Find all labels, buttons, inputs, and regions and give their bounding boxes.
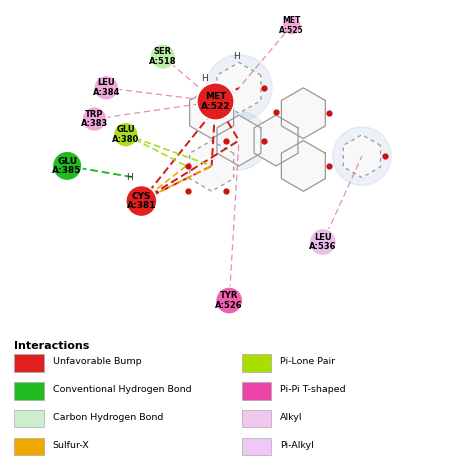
Text: CYS
A:381: CYS A:381 [127,191,156,210]
Circle shape [82,107,107,132]
Text: H: H [233,52,239,61]
Text: LEU
A:536: LEU A:536 [309,233,337,251]
Polygon shape [282,88,325,138]
FancyBboxPatch shape [14,410,44,428]
FancyBboxPatch shape [14,355,44,372]
Circle shape [150,44,176,70]
Text: H: H [126,173,133,182]
FancyBboxPatch shape [242,355,271,372]
FancyBboxPatch shape [242,438,271,456]
Circle shape [333,127,391,185]
Text: LEU
A:384: LEU A:384 [92,79,120,97]
Text: Pi-Pi T-shaped: Pi-Pi T-shaped [280,385,346,394]
Circle shape [282,16,301,35]
Polygon shape [217,63,261,113]
Circle shape [210,111,268,170]
Circle shape [206,55,272,121]
Text: H: H [201,73,209,82]
FancyBboxPatch shape [14,383,44,400]
Circle shape [113,122,138,147]
Text: Unfavorable Bump: Unfavorable Bump [53,357,141,366]
Circle shape [126,185,157,217]
Text: MET
A:522: MET A:522 [201,92,230,111]
Circle shape [94,75,118,100]
Text: GLU
A:380: GLU A:380 [112,125,139,144]
Polygon shape [217,115,261,166]
Text: GLU
A:385: GLU A:385 [53,156,82,175]
Polygon shape [190,140,234,191]
Text: SER
A:518: SER A:518 [149,47,177,66]
Polygon shape [190,88,234,138]
FancyBboxPatch shape [242,383,271,400]
Text: Pi-Lone Pair: Pi-Lone Pair [280,357,335,366]
Text: Interactions: Interactions [14,340,90,350]
Circle shape [216,287,243,314]
Polygon shape [343,135,381,178]
Text: Alkyl: Alkyl [280,413,303,422]
Polygon shape [254,115,298,166]
Circle shape [52,151,82,181]
Text: Conventional Hydrogen Bond: Conventional Hydrogen Bond [53,385,191,394]
Text: TYR
A:526: TYR A:526 [215,291,243,310]
Text: TRP
A:383: TRP A:383 [81,109,108,128]
Circle shape [197,83,234,120]
Circle shape [309,228,337,255]
Text: Pi-Alkyl: Pi-Alkyl [280,441,314,450]
Text: Carbon Hydrogen Bond: Carbon Hydrogen Bond [53,413,163,422]
Text: MET
A:525: MET A:525 [279,16,304,35]
Polygon shape [282,140,325,191]
FancyBboxPatch shape [242,410,271,428]
FancyBboxPatch shape [14,438,44,456]
Text: Sulfur-X: Sulfur-X [53,441,90,450]
